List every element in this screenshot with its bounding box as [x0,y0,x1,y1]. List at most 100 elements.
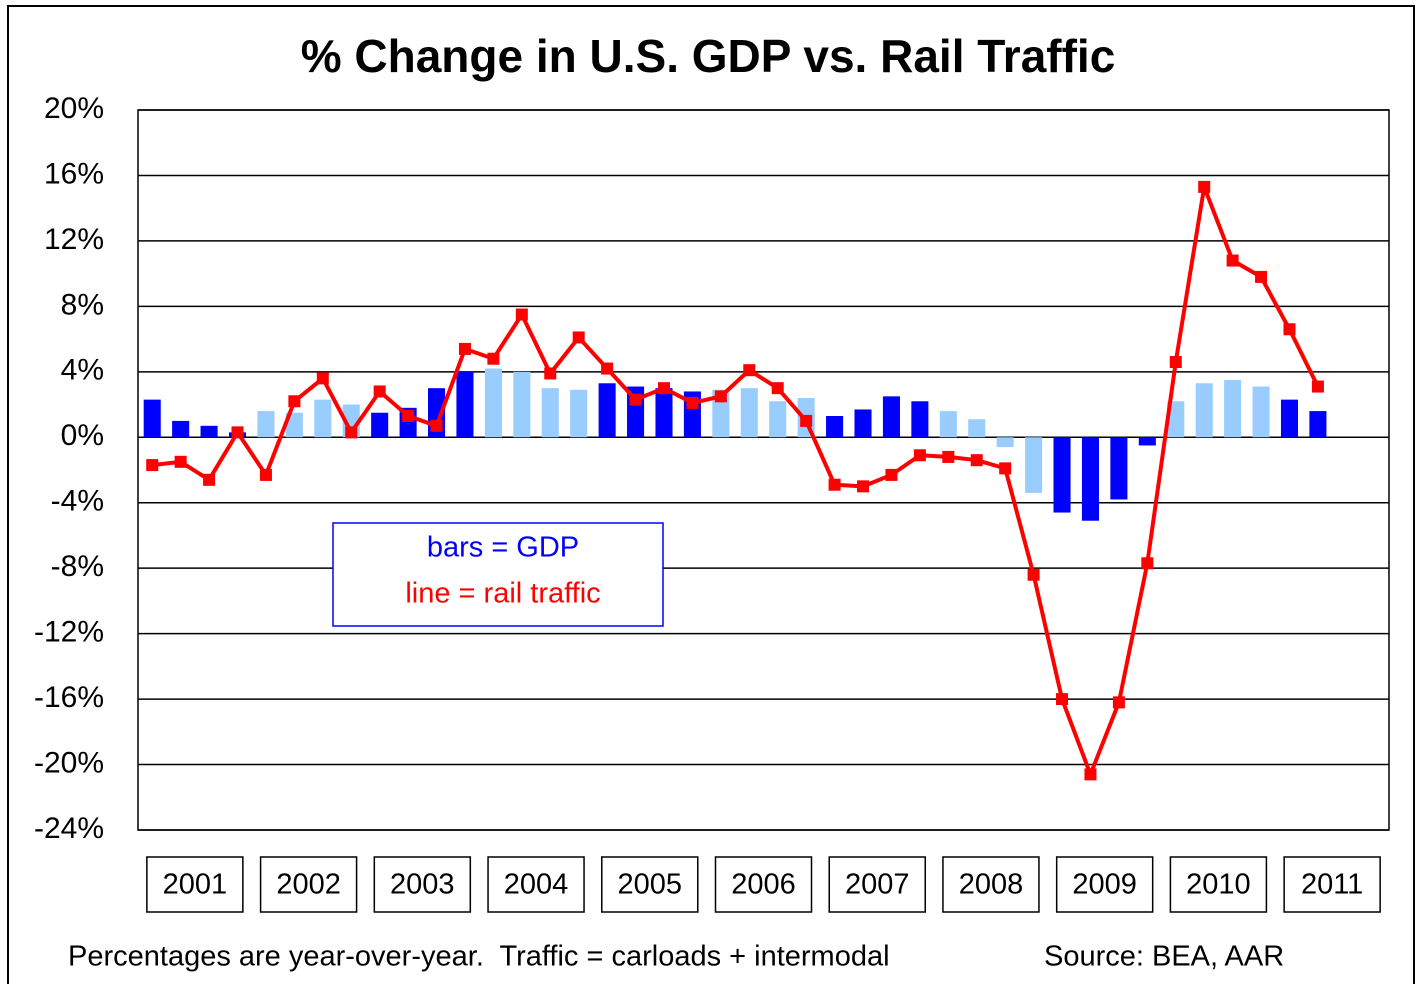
line-marker [515,308,528,321]
x-tick-label: 2005 [618,869,683,901]
line-marker [999,462,1012,475]
bar [143,399,161,438]
frame [7,5,1415,984]
line-marker [430,419,443,432]
year-box [1169,856,1268,913]
y-tick-label: 4% [61,354,104,387]
line-marker [743,364,756,377]
year-box [601,856,699,913]
bar [513,371,531,438]
line-marker [316,372,329,385]
line-marker [146,459,159,472]
y-tick-label: -8% [51,550,104,583]
source: Source: BEA, AAR [1044,941,1284,973]
legend-box [332,522,664,627]
year-box [373,856,472,913]
line-marker [657,382,670,395]
y-tick-label: -24% [34,812,104,845]
line-marker [601,362,614,375]
footnote: Percentages are year-over-year. Traffic … [68,941,890,973]
bar [1110,437,1128,500]
bar [1195,383,1213,438]
bar [598,383,616,438]
x-tick-label: 2004 [504,869,569,901]
bar [200,425,218,438]
x-tick-label: 2011 [1301,869,1363,901]
bar [1309,411,1327,438]
bar [1224,380,1242,438]
line-marker [970,454,983,467]
bar [314,399,332,438]
line-marker [1027,568,1040,581]
bar [1081,437,1099,521]
legend-line: line = rail traffic [405,578,600,610]
bar [655,388,673,438]
plot-area [137,109,1390,831]
bar [740,388,758,438]
year-box [1283,856,1381,913]
line-marker [1255,270,1268,283]
bar [1025,437,1043,493]
line-marker [1056,693,1069,706]
line-marker [1283,323,1296,336]
line-marker [714,390,727,403]
bar [882,396,900,438]
line-marker [885,468,898,481]
bar [257,411,275,438]
line-marker [345,426,358,439]
line-marker [259,468,272,481]
line-marker [828,478,841,491]
bar [911,401,929,438]
bar [1280,399,1299,438]
y-tick-label: 12% [44,223,104,256]
chart-title: % Change in U.S. GDP vs. Rail Traffic [301,30,1116,82]
x-tick-label: 2006 [731,869,796,901]
line-marker [800,414,813,427]
x-tick-label: 2008 [959,869,1024,901]
line-marker [458,342,471,355]
bar [939,411,957,438]
line-marker [771,382,784,395]
year-box [714,856,813,913]
line-marker [544,367,557,380]
x-tick-label: 2010 [1186,869,1251,901]
line-marker [629,393,642,406]
y-tick-label: -12% [34,616,104,649]
legend-bars: bars = GDP [427,532,579,564]
bar [456,371,474,438]
y-tick-label: 8% [61,288,104,321]
year-box [942,856,1040,913]
y-tick-label: -20% [34,746,104,779]
bar [541,388,559,438]
x-tick-label: 2003 [390,869,455,901]
bar [826,416,844,438]
y-tick-label: -4% [51,485,104,518]
line-marker [231,426,244,439]
bar [968,419,986,438]
year-box [487,856,585,913]
bar [1053,437,1071,513]
line-marker [1141,557,1154,570]
y-tick-label: -16% [34,681,104,714]
bar [769,401,787,438]
line-marker [288,395,301,408]
y-tick-label: 0% [61,419,104,452]
line-marker [487,352,500,365]
x-tick-label: 2001 [163,869,228,901]
x-tick-label: 2007 [845,869,910,901]
x-tick-label: 2009 [1072,869,1137,901]
bar [484,368,502,438]
bar [570,389,588,438]
bar [371,412,389,438]
bar [285,412,303,438]
line-marker [572,331,585,344]
bar [1138,437,1156,446]
x-tick-label: 2002 [276,869,341,901]
year-box [259,856,358,913]
line-marker [942,450,955,463]
line-marker [1169,356,1182,368]
bar [854,409,872,438]
line-marker [1226,254,1239,267]
line-marker [1198,180,1211,193]
